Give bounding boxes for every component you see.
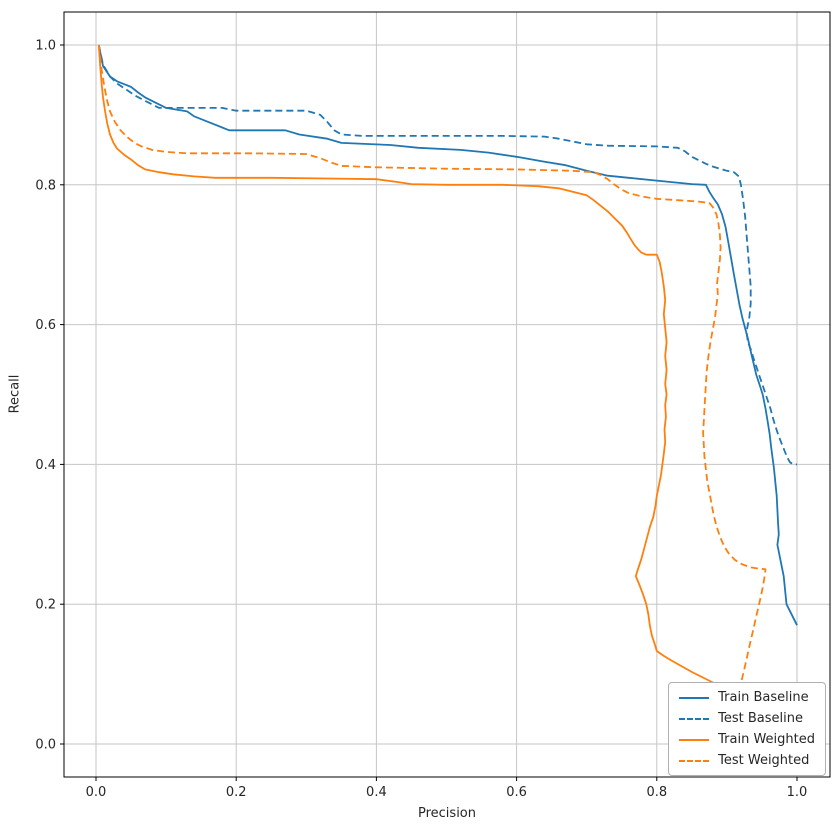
- legend-line-sample-dashed-orange: [679, 759, 710, 762]
- axes-frame: [63, 11, 831, 778]
- legend-label: Test Weighted: [718, 753, 810, 768]
- legend-item-train-baseline: Train Baseline: [679, 690, 815, 705]
- legend-line-sample-solid-blue: [679, 696, 710, 699]
- y-tick-label: 1.0: [35, 39, 56, 54]
- y-tick-label: 0.6: [35, 318, 56, 333]
- x-tick-label: 0.4: [366, 785, 387, 800]
- legend-line-sample-dashed-blue: [679, 717, 710, 720]
- series-line-train-baseline: [97, 44, 798, 626]
- legend-label: Train Baseline: [718, 690, 809, 705]
- x-tick-label: 0.0: [86, 785, 107, 800]
- y-tick-label: 0.2: [35, 598, 56, 613]
- legend-item-train-weighted: Train Weighted: [679, 732, 815, 747]
- x-tick-label: 0.2: [226, 785, 247, 800]
- legend-line-sample-solid-orange: [679, 738, 710, 741]
- x-tick-label: 0.6: [506, 785, 527, 800]
- x-tick-label: 0.8: [646, 785, 667, 800]
- y-axis-label: Recall: [7, 374, 23, 414]
- series-line-test-weighted: [97, 44, 767, 697]
- y-tick-label: 0.8: [35, 178, 56, 193]
- x-axis-label: Precision: [417, 806, 477, 821]
- series-line-test-baseline: [97, 44, 797, 466]
- y-tick-label: 0.0: [35, 738, 56, 753]
- legend-label: Test Baseline: [718, 711, 803, 726]
- legend-label: Train Weighted: [718, 732, 815, 747]
- y-tick-label: 0.4: [35, 458, 56, 473]
- x-tick-label: 1.0: [787, 785, 808, 800]
- series-line-train-weighted: [97, 44, 798, 728]
- legend-item-test-baseline: Test Baseline: [679, 711, 815, 726]
- legend: Train Baseline Test Baseline Train Weigh…: [668, 682, 826, 776]
- legend-item-test-weighted: Test Weighted: [679, 753, 815, 768]
